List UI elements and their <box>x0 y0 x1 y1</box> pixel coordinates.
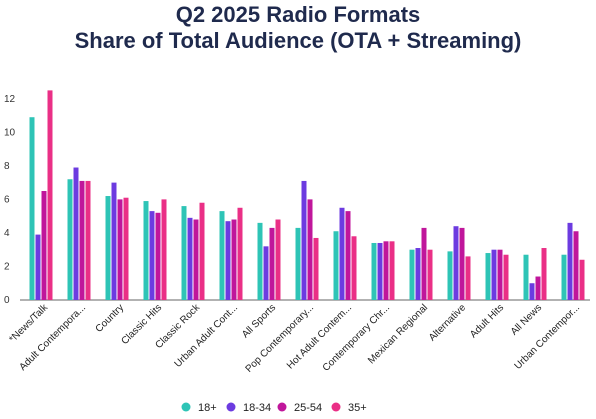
x-tick-label: All Sports <box>240 302 278 340</box>
bar <box>155 212 161 300</box>
bar <box>421 227 427 300</box>
bar <box>333 231 339 300</box>
bar <box>561 254 567 300</box>
bar <box>503 254 509 300</box>
bar <box>111 182 117 300</box>
bar <box>269 227 275 300</box>
y-tick-label: 0 <box>4 295 10 306</box>
y-tick-label: 4 <box>4 228 10 239</box>
bar <box>491 249 497 300</box>
legend-marker <box>331 402 341 412</box>
bar <box>41 191 47 300</box>
y-tick-label: 12 <box>4 94 16 105</box>
bar <box>465 256 471 300</box>
bar <box>79 180 85 300</box>
bar <box>523 254 529 300</box>
bar <box>73 167 79 300</box>
bar <box>485 253 491 300</box>
x-tick-label: Pop Contemporary... <box>244 302 317 375</box>
bar <box>535 276 541 300</box>
bar <box>149 211 155 300</box>
legend-label: 35+ <box>348 402 367 414</box>
x-tick-label: Hot Adult Contem... <box>285 302 354 371</box>
bar <box>263 246 269 300</box>
bar <box>371 242 377 300</box>
bar <box>377 242 383 300</box>
bar <box>123 197 129 300</box>
y-tick-label: 6 <box>4 194 10 205</box>
bar <box>415 248 421 300</box>
chart-title-line-2: Share of Total Audience (OTA + Streaming… <box>74 28 522 53</box>
chart-title-line-1: Q2 2025 Radio Formats <box>175 2 421 27</box>
x-tick-label: Adult Contempora... <box>17 302 88 373</box>
bar <box>447 251 453 300</box>
bar <box>85 180 91 300</box>
bar <box>497 249 503 300</box>
bar <box>187 217 193 300</box>
bar <box>275 219 281 300</box>
bar <box>313 237 319 300</box>
bar <box>237 207 243 300</box>
legend-marker <box>226 402 236 412</box>
legend-marker <box>277 402 287 412</box>
bar <box>257 222 263 300</box>
bar <box>459 227 465 300</box>
x-tick-label: All News <box>509 302 544 337</box>
bar <box>307 199 313 300</box>
x-tick-label: Urban Contempor... <box>513 302 582 371</box>
bar <box>301 180 307 300</box>
bar <box>117 199 123 300</box>
bar <box>389 241 395 300</box>
y-tick-label: 2 <box>4 261 10 272</box>
x-tick-label: Alternative <box>427 302 468 343</box>
bar <box>409 249 415 300</box>
bar <box>47 90 53 300</box>
bar <box>541 248 547 300</box>
bar <box>231 219 237 300</box>
bar <box>29 117 35 300</box>
bars <box>29 90 585 300</box>
bar <box>193 219 199 300</box>
y-tick-label: 10 <box>4 127 16 138</box>
bar <box>345 211 351 300</box>
x-tick-label: Adult Hits <box>468 302 506 340</box>
bar <box>573 231 579 300</box>
x-tick-label: Urban Adult Cont... <box>173 302 241 370</box>
x-tick-label: Contemporary Chr... <box>321 302 392 373</box>
bar <box>219 211 225 300</box>
bar <box>529 283 535 300</box>
y-tick-label: 8 <box>4 161 10 172</box>
bar <box>181 206 187 300</box>
bar <box>105 196 111 300</box>
bar <box>161 199 167 300</box>
legend-marker <box>181 402 191 412</box>
bar <box>35 234 41 300</box>
bar <box>351 236 357 300</box>
legend-label: 18+ <box>198 402 217 414</box>
bar <box>143 201 149 300</box>
bar <box>453 226 459 300</box>
bar <box>225 221 231 300</box>
bar <box>427 249 433 300</box>
bar <box>567 222 573 300</box>
bar <box>383 241 389 300</box>
legend-label: 25-54 <box>294 402 322 414</box>
legend: 18+ 18-34 25-54 35+ <box>181 402 367 414</box>
bar <box>67 179 73 300</box>
x-tick-label: Country <box>94 302 127 335</box>
bar <box>339 207 345 300</box>
legend-label: 18-34 <box>243 402 271 414</box>
bar <box>295 227 301 300</box>
bar <box>579 259 585 300</box>
bar <box>199 202 205 300</box>
